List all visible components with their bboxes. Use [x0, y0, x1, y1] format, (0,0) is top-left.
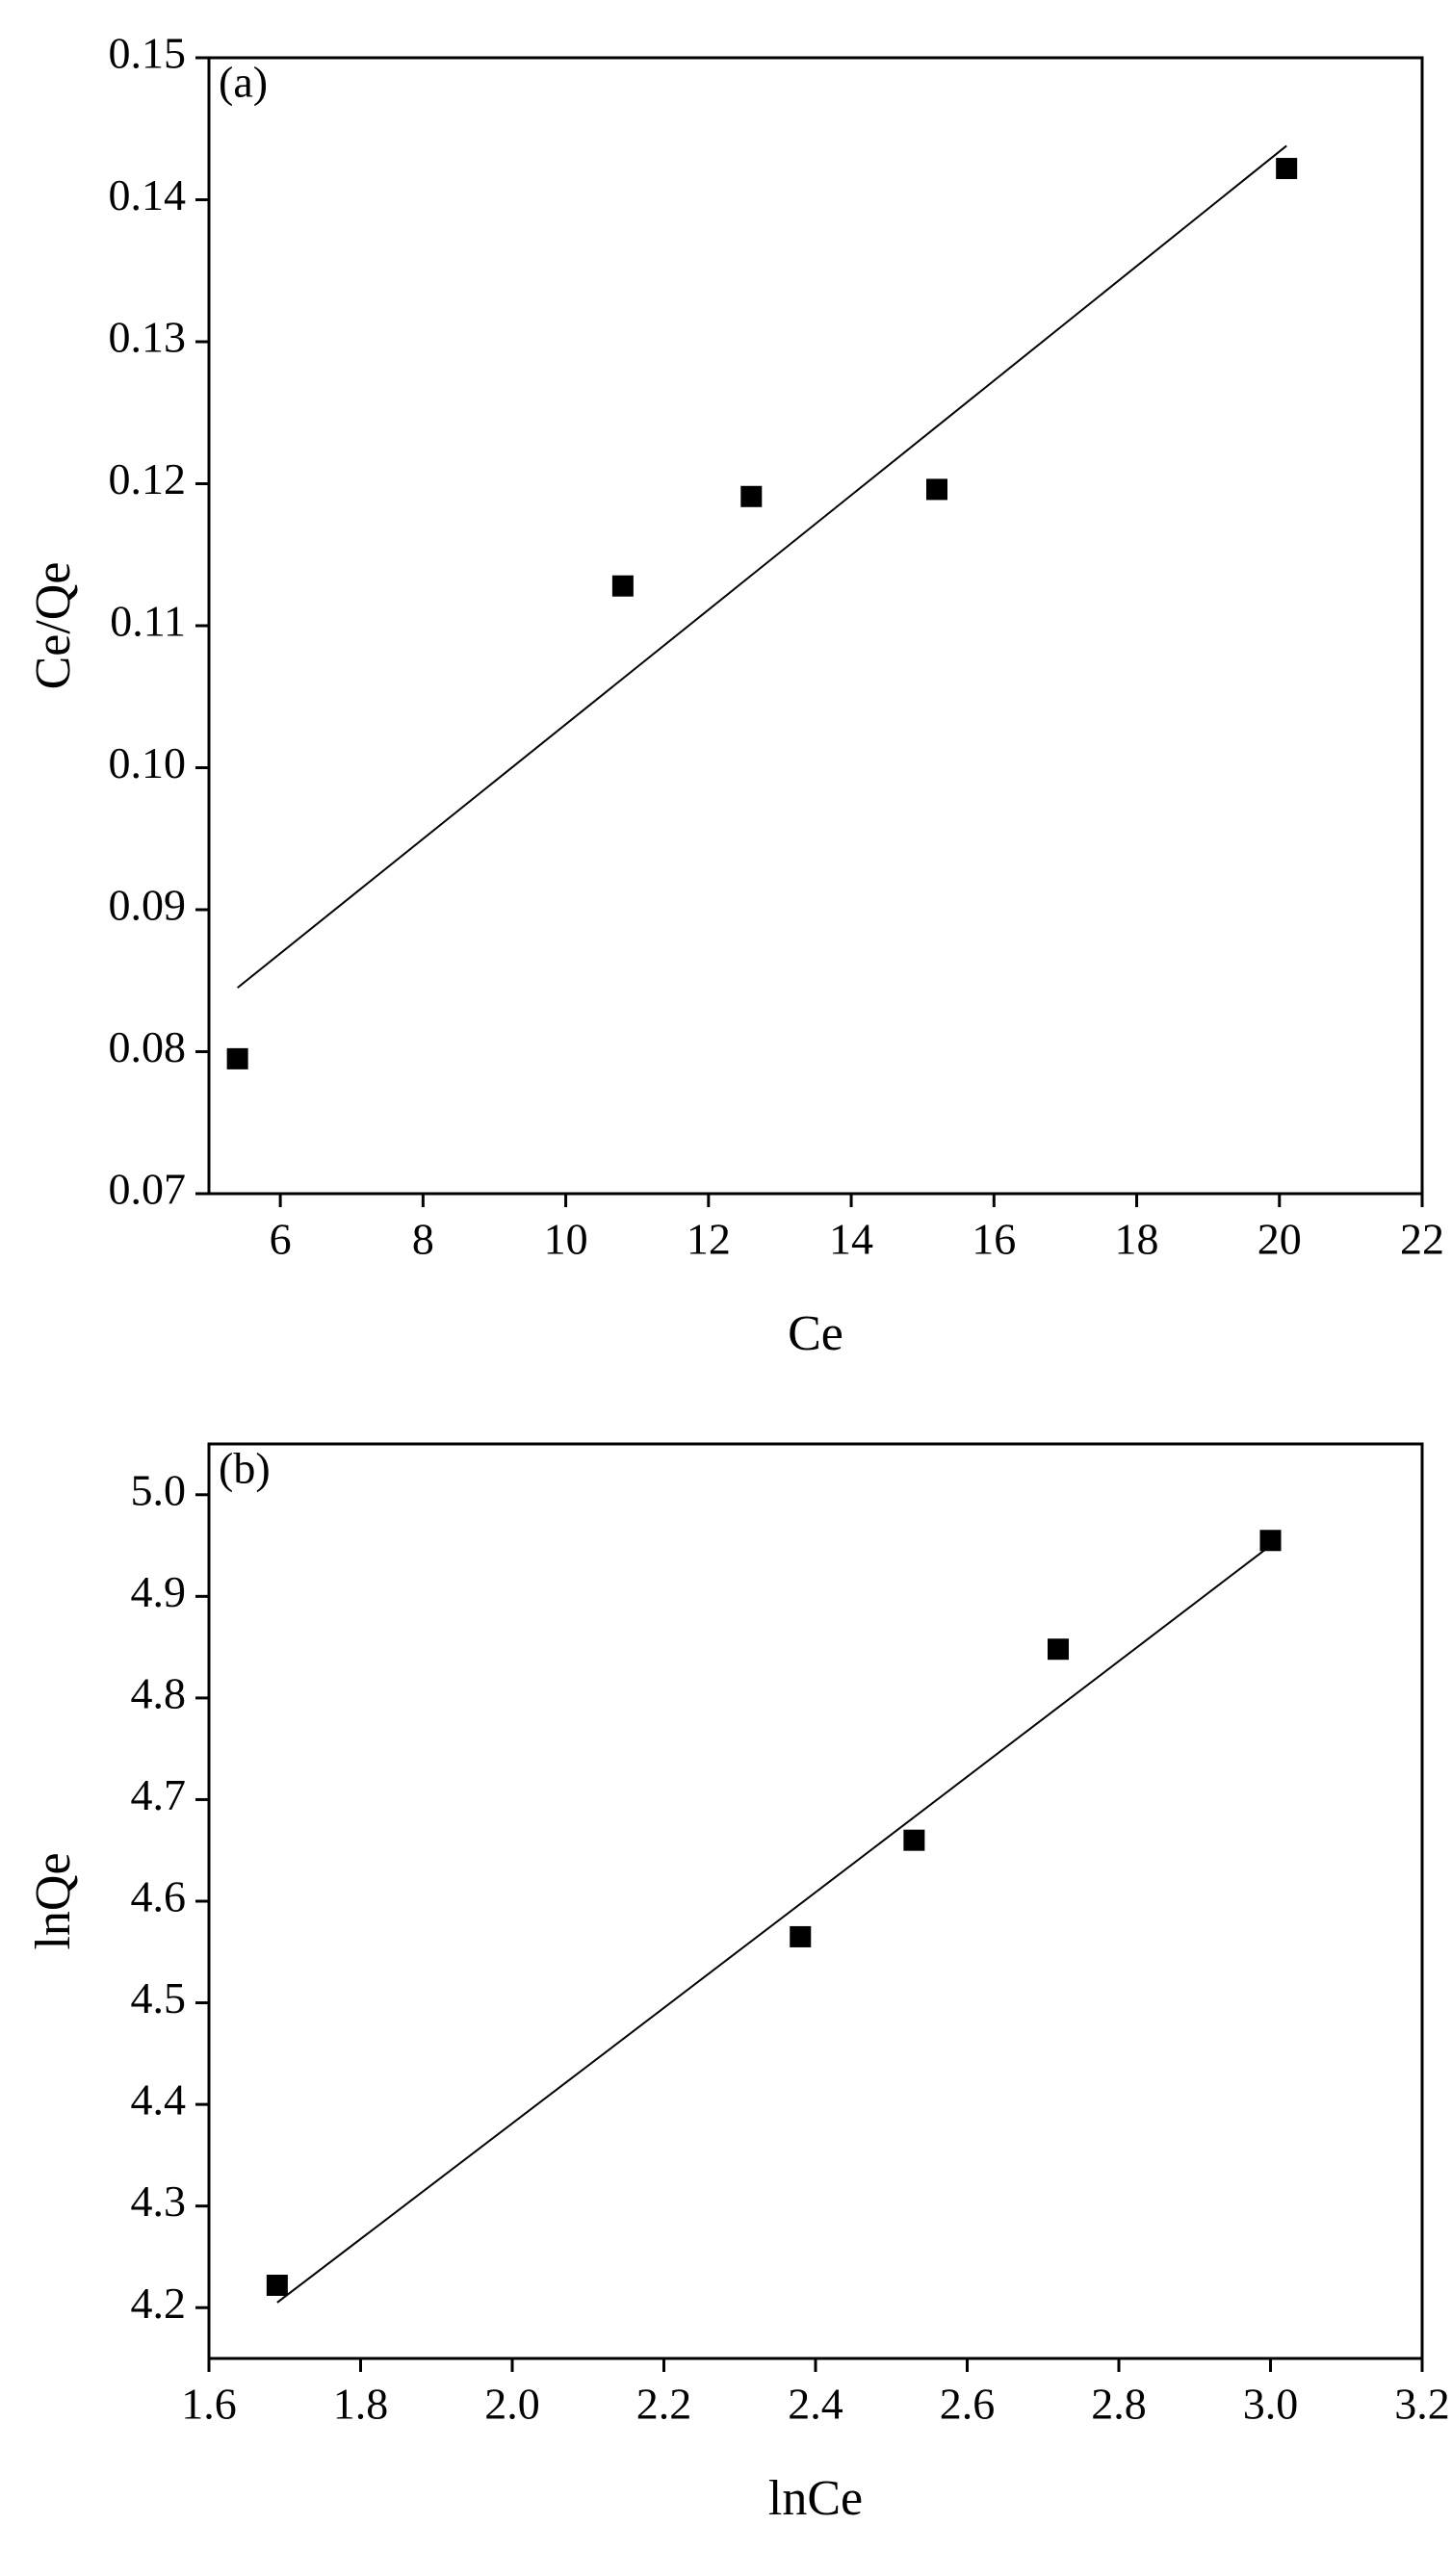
y-tick-label: 0.09	[109, 881, 187, 930]
y-axis-label: Ce/Qe	[26, 562, 81, 690]
y-tick-label: 0.14	[109, 170, 187, 219]
x-tick-label: 10	[544, 1215, 588, 1264]
data-point	[790, 1925, 812, 1947]
y-tick-label: 4.8	[131, 1668, 187, 1717]
x-tick-label: 12	[687, 1215, 731, 1264]
y-tick-label: 4.4	[131, 2075, 187, 2125]
x-tick-label: 2.0	[484, 2380, 540, 2429]
x-tick-label: 18	[1115, 1215, 1159, 1264]
fit-line	[237, 144, 1287, 989]
y-tick-label: 0.12	[109, 454, 187, 503]
data-point	[740, 485, 763, 507]
y-tick-label: 4.7	[131, 1770, 187, 1819]
y-tick-label: 0.10	[109, 738, 187, 787]
x-tick-label: 14	[829, 1215, 873, 1264]
y-tick-label: 0.07	[109, 1165, 187, 1214]
data-point	[1259, 1530, 1282, 1552]
x-tick-label: 3.0	[1243, 2380, 1299, 2429]
data-point	[611, 575, 634, 597]
y-tick-label: 4.2	[131, 2279, 187, 2328]
x-axis-label: lnCe	[768, 2471, 863, 2526]
y-tick-label: 4.3	[131, 2177, 187, 2226]
data-point	[226, 1047, 248, 1069]
data-point	[1048, 1638, 1069, 1661]
y-tick-label: 0.11	[110, 597, 186, 646]
x-tick-label: 6	[270, 1215, 292, 1264]
panel-label: (b)	[219, 1444, 271, 1493]
x-tick-label: 2.4	[788, 2380, 843, 2429]
y-tick-label: 0.13	[109, 313, 187, 362]
y-tick-label: 4.5	[131, 1973, 187, 2022]
x-tick-label: 3.2	[1394, 2380, 1450, 2429]
x-tick-label: 16	[972, 1215, 1016, 1264]
data-point	[926, 478, 947, 501]
y-tick-label: 4.6	[131, 1872, 187, 1921]
data-point	[266, 2275, 288, 2296]
y-tick-label: 5.0	[131, 1465, 187, 1514]
plot-frame	[207, 1442, 1424, 2360]
panel-label: (a)	[219, 58, 268, 107]
x-tick-label: 2.8	[1091, 2380, 1147, 2429]
x-tick-label: 1.8	[333, 2380, 389, 2429]
plot-frame	[207, 56, 1424, 1196]
x-tick-label: 1.6	[181, 2380, 237, 2429]
y-tick-label: 0.15	[109, 29, 187, 78]
x-tick-label: 2.2	[636, 2380, 692, 2429]
x-tick-label: 20	[1258, 1215, 1302, 1264]
y-tick-label: 0.08	[109, 1022, 187, 1071]
x-tick-label: 22	[1400, 1215, 1444, 1264]
y-tick-label: 4.9	[131, 1567, 187, 1616]
y-axis-label: lnQe	[26, 1852, 81, 1949]
x-tick-label: 8	[412, 1215, 434, 1264]
data-point	[1276, 158, 1298, 180]
fit-line	[276, 1544, 1272, 2304]
x-axis-label: Ce	[788, 1306, 843, 1361]
x-tick-label: 2.6	[940, 2380, 996, 2429]
data-point	[903, 1829, 925, 1851]
